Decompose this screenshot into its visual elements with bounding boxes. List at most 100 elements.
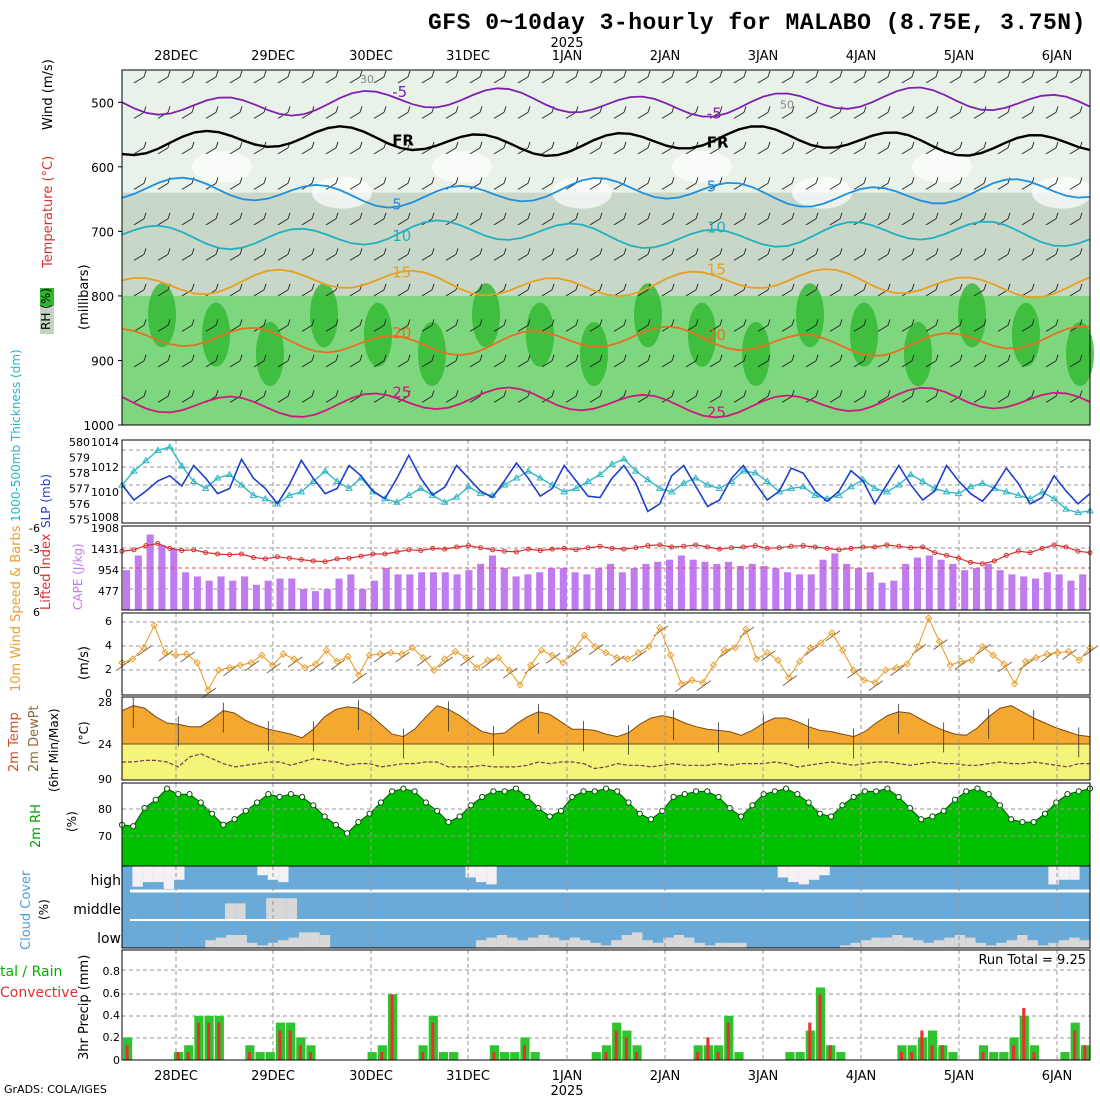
barb-tick xyxy=(527,248,531,255)
rh2m-point-30 xyxy=(456,813,463,820)
slp-tick-1014: 1014 xyxy=(91,436,119,449)
cloud-low-cell-36 xyxy=(496,935,508,948)
lifted-index-point-6 xyxy=(191,547,197,553)
wind-barb-8-29 xyxy=(829,354,843,368)
barb-tick xyxy=(599,70,603,78)
barb-tick xyxy=(311,354,315,362)
wind10m-point-31 xyxy=(451,647,460,656)
barb-tick xyxy=(575,283,579,291)
wind-barb-6-39 xyxy=(1069,283,1083,297)
pressure-label-800: 800 xyxy=(91,290,114,304)
wind-barb-1-9 xyxy=(349,106,363,119)
wind-barb-8-10 xyxy=(373,354,387,368)
rh2m-point-7 xyxy=(197,799,204,806)
barb-staff xyxy=(253,147,265,155)
barb-staff xyxy=(325,147,337,155)
barb-staff xyxy=(637,76,649,84)
barb-tick xyxy=(143,354,147,362)
thickness-point-77 xyxy=(1038,487,1047,495)
wind-barb-9-19 xyxy=(589,390,603,403)
barb-tick xyxy=(407,354,411,362)
wind10m-point-69 xyxy=(860,676,868,684)
cape-bar-51 xyxy=(725,561,733,610)
wind10m-point-64 xyxy=(806,644,815,652)
barb-staff xyxy=(517,218,529,226)
temp-tick-0: 28 xyxy=(98,696,112,709)
thickness-point-53 xyxy=(751,468,760,476)
wind-barb-7-38 xyxy=(1045,319,1059,332)
precip-total-bar-31 xyxy=(438,1052,449,1060)
wind-barb-2-38 xyxy=(1045,141,1059,155)
barb-tick xyxy=(527,283,531,291)
wind10m-point-28 xyxy=(419,654,427,662)
wind10m-barb-10 xyxy=(223,665,238,677)
barb-tick xyxy=(815,319,819,326)
barb-staff xyxy=(205,325,217,332)
wind-barb-8-20 xyxy=(613,354,627,368)
rh2m-point-52 xyxy=(704,788,711,795)
thickness-point-37 xyxy=(560,487,569,495)
barb-staff xyxy=(853,147,865,155)
cape-bar-63 xyxy=(866,572,874,610)
barb-staff xyxy=(493,76,505,84)
wind-barb-1-3 xyxy=(205,106,219,119)
barb-staff xyxy=(853,76,865,84)
rh2m-point-25 xyxy=(400,785,407,792)
barb-tick xyxy=(383,106,387,113)
barb-tick xyxy=(911,283,915,291)
barb-staff xyxy=(517,147,529,155)
barb-tick xyxy=(215,390,219,397)
barb-tick xyxy=(911,177,915,184)
barb-tick xyxy=(671,177,675,184)
wind10m-barb-80 xyxy=(976,644,991,655)
wind10m-point-76 xyxy=(935,637,944,646)
barb-tick xyxy=(887,212,891,220)
thickness-point-52 xyxy=(739,467,748,474)
rh2m-point-57 xyxy=(760,791,767,798)
cloud-low-cell-55 xyxy=(694,942,705,948)
barb-tick xyxy=(647,177,651,184)
barb-staff xyxy=(1021,254,1033,261)
barb-staff xyxy=(349,360,361,368)
ylabel-rh-units: (%) xyxy=(65,811,79,832)
cape-bar-30 xyxy=(477,563,485,610)
thickness-point-14 xyxy=(285,491,294,498)
barb-tick xyxy=(143,177,147,184)
barb-staff xyxy=(637,112,649,119)
date-label-bottom-28DEC: 28DEC xyxy=(154,1069,198,1084)
thickness-point-65 xyxy=(894,480,903,488)
barb-tick xyxy=(791,141,795,149)
wind-barb-5-7 xyxy=(301,248,315,261)
lifted-index-point-58 xyxy=(812,544,818,550)
lifted-index-point-22 xyxy=(382,551,388,557)
barb-tick xyxy=(647,354,651,362)
lifted-index-point-44 xyxy=(645,543,651,549)
barb-staff xyxy=(949,325,961,332)
barb-staff xyxy=(757,76,769,84)
barb-staff xyxy=(229,360,241,368)
barb-tick xyxy=(311,248,315,255)
barb-staff xyxy=(685,254,697,261)
barb-staff xyxy=(661,360,673,368)
barb-staff xyxy=(901,147,913,155)
barb-tick xyxy=(1055,212,1059,220)
rh2m-point-36 xyxy=(524,793,531,801)
lifted-index-point-76 xyxy=(1027,550,1033,556)
cape-bar-2 xyxy=(146,534,154,610)
wind-barb-0-29 xyxy=(829,70,843,84)
barb-tick xyxy=(215,354,219,362)
barb-tick xyxy=(143,141,147,149)
wind10m-point-77 xyxy=(946,661,954,669)
wind-barb-3-22 xyxy=(661,177,675,190)
barb-staff xyxy=(637,183,649,190)
barb-staff xyxy=(637,396,649,403)
barb-staff xyxy=(517,254,529,261)
barb-tick xyxy=(167,106,171,113)
barb-tick xyxy=(887,390,891,397)
wind10m-point-85 xyxy=(1032,654,1040,662)
wind-barb-5-12 xyxy=(421,248,435,261)
barb-tick xyxy=(767,248,771,255)
lifted-index-point-8 xyxy=(215,551,221,557)
barb-tick xyxy=(335,177,339,184)
barb-tick xyxy=(191,177,195,184)
